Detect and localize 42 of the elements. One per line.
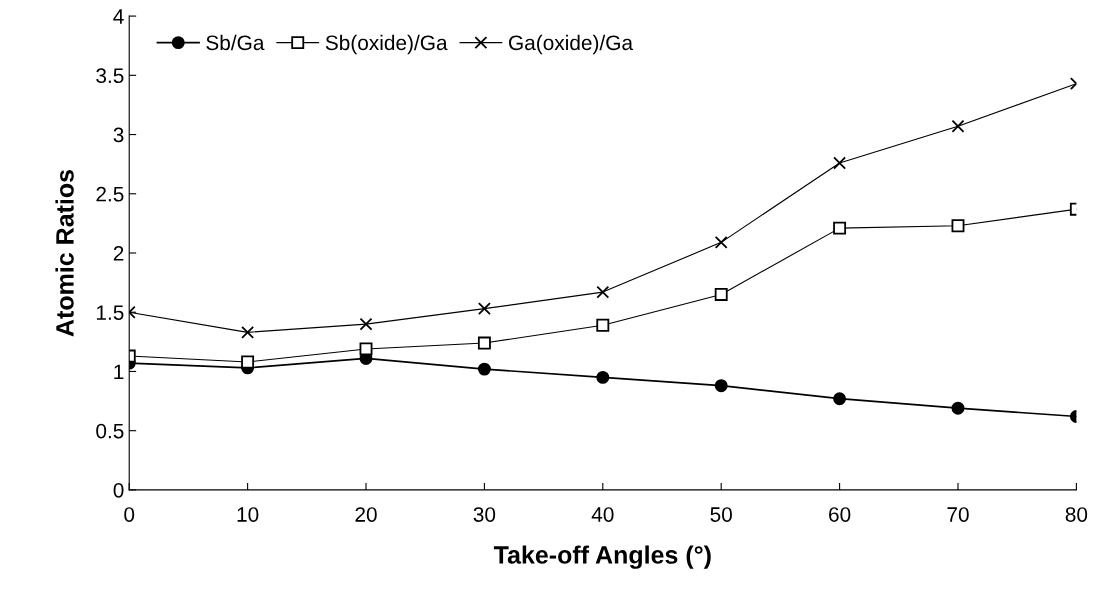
y-tick-label: 0 xyxy=(113,482,124,498)
x-tick-label: 10 xyxy=(237,507,259,522)
point xyxy=(951,119,965,133)
point xyxy=(477,362,491,376)
y-axis-title: Atomic Ratios xyxy=(55,169,74,337)
x-axis-title: Take-off Angles (°) xyxy=(493,545,711,569)
point xyxy=(241,325,255,339)
y-tick-label: 0.5 xyxy=(96,423,124,439)
point xyxy=(951,219,965,233)
point xyxy=(714,288,728,301)
point xyxy=(833,392,847,406)
x-tick-label: 80 xyxy=(1065,507,1088,522)
y-tick-label: 1 xyxy=(114,364,124,380)
point xyxy=(596,318,610,332)
point xyxy=(714,379,728,393)
y-tick-label: 1.5 xyxy=(96,305,124,320)
y-tick-label: 4 xyxy=(113,9,124,24)
x-tick-label: 50 xyxy=(710,507,732,522)
point xyxy=(241,355,255,369)
point xyxy=(477,336,491,350)
point xyxy=(596,370,610,384)
y-tick-label: 3 xyxy=(113,127,124,143)
point xyxy=(596,285,610,299)
legend-label: Ga(oxide)/Ga xyxy=(509,34,634,55)
point xyxy=(951,401,965,415)
x-tick-label: 30 xyxy=(473,507,496,522)
point xyxy=(477,302,491,316)
legend-label: Sb(oxide)/Ga xyxy=(325,34,448,55)
legend-label: Sb/Ga xyxy=(206,34,265,51)
point xyxy=(714,235,728,249)
y-tick-label: 2.5 xyxy=(96,186,124,202)
point xyxy=(359,342,373,356)
x-tick-label: 70 xyxy=(947,507,969,522)
point xyxy=(833,156,847,170)
x-tick-label: 40 xyxy=(591,507,614,522)
point xyxy=(359,317,373,331)
y-tick-label: 3.5 xyxy=(96,68,124,84)
y-tick-label: 2 xyxy=(113,246,124,261)
x-tick-label: 0 xyxy=(124,507,135,522)
x-tick-label: 20 xyxy=(355,507,377,522)
point xyxy=(833,221,847,235)
x-tick-label: 60 xyxy=(829,507,851,522)
